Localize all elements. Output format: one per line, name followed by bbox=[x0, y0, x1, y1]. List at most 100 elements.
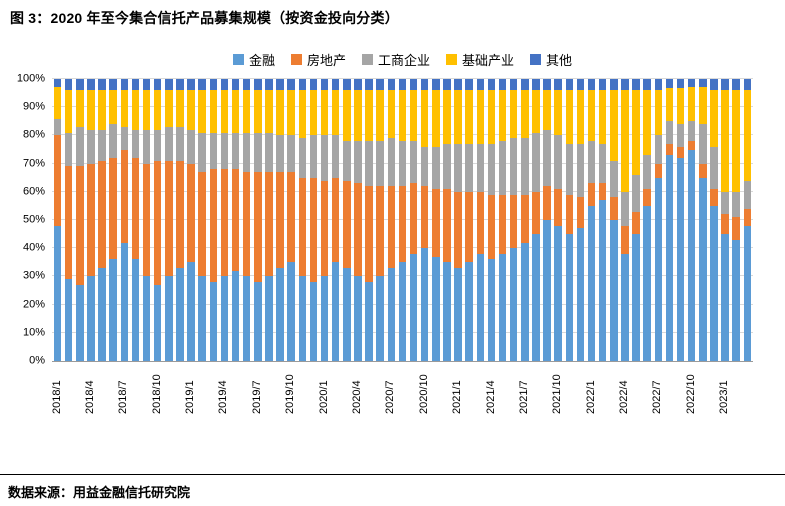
bar-segment bbox=[231, 169, 240, 271]
bar-segment bbox=[699, 87, 707, 125]
bar-slot bbox=[364, 79, 375, 361]
bar-segment bbox=[587, 141, 596, 184]
bar-segment bbox=[265, 132, 273, 173]
bar-segment bbox=[487, 259, 496, 361]
bar-segment bbox=[476, 79, 485, 91]
bar bbox=[398, 79, 407, 361]
bar-segment bbox=[343, 90, 351, 142]
bar-segment bbox=[265, 172, 273, 277]
bar-slot bbox=[341, 79, 352, 361]
bar-segment bbox=[710, 146, 718, 189]
bar-segment bbox=[409, 183, 418, 254]
bar-segment bbox=[165, 90, 173, 127]
bar-segment bbox=[87, 79, 95, 91]
bar-slot bbox=[330, 79, 341, 361]
bar-segment bbox=[621, 191, 629, 226]
bar-segment bbox=[287, 262, 295, 361]
y-tick-label: 30% bbox=[22, 269, 45, 282]
bar-segment bbox=[576, 90, 585, 144]
y-tick-label: 70% bbox=[22, 157, 45, 170]
bar bbox=[521, 79, 529, 361]
bar-segment bbox=[298, 90, 307, 139]
bar-segment bbox=[587, 79, 596, 91]
bar bbox=[509, 79, 518, 361]
bar-segment bbox=[64, 90, 73, 133]
bar-segment bbox=[521, 242, 529, 361]
y-tick-label: 80% bbox=[22, 128, 45, 141]
bar-segment bbox=[654, 135, 663, 164]
bar-segment bbox=[554, 79, 562, 91]
bar-segment bbox=[465, 90, 473, 144]
bar-segment bbox=[354, 79, 362, 91]
legend-item: 房地产 bbox=[290, 50, 346, 69]
bar-segment bbox=[699, 124, 707, 164]
bar-segment bbox=[387, 186, 396, 268]
figure-title: 图 3：2020 年至今集合信托产品募集规模（按资金投向分类） bbox=[10, 10, 399, 26]
bars-container bbox=[52, 79, 753, 361]
bar-segment bbox=[598, 79, 607, 91]
bar-segment bbox=[643, 205, 651, 361]
legend-item: 工商企业 bbox=[361, 50, 430, 69]
bar bbox=[498, 79, 507, 361]
bar-segment bbox=[354, 183, 362, 277]
bar-segment bbox=[665, 87, 674, 122]
bar-segment bbox=[343, 267, 351, 361]
bar-segment bbox=[576, 228, 585, 361]
bar-segment bbox=[521, 138, 529, 195]
bar-segment bbox=[220, 276, 229, 361]
bar-slot bbox=[186, 79, 197, 361]
x-tick-label: 2019/10 bbox=[284, 374, 297, 414]
bar bbox=[554, 79, 562, 361]
bar-segment bbox=[354, 141, 362, 184]
bar-segment bbox=[87, 90, 95, 130]
bar-segment bbox=[53, 135, 62, 226]
legend-item: 其他 bbox=[530, 50, 572, 69]
legend-label: 其他 bbox=[546, 53, 573, 68]
bar-segment bbox=[654, 177, 663, 361]
bar-segment bbox=[76, 90, 84, 127]
bar bbox=[309, 79, 318, 361]
bar-slot bbox=[74, 79, 85, 361]
bar-segment bbox=[732, 90, 740, 192]
bar-segment bbox=[309, 177, 318, 283]
bar-slot bbox=[519, 79, 530, 361]
bar-segment bbox=[176, 160, 184, 268]
bar-segment bbox=[298, 79, 307, 91]
bar-slot bbox=[174, 79, 185, 361]
bar-segment bbox=[476, 143, 485, 192]
y-tick-label: 40% bbox=[22, 241, 45, 254]
bar-segment bbox=[532, 90, 540, 133]
bar-segment bbox=[487, 194, 496, 260]
y-tick-label: 20% bbox=[22, 298, 45, 311]
bar-segment bbox=[87, 129, 95, 164]
bar-segment bbox=[743, 208, 752, 226]
bar-slot bbox=[241, 79, 252, 361]
bar-segment bbox=[165, 160, 173, 277]
bar-slot bbox=[163, 79, 174, 361]
bar bbox=[153, 79, 162, 361]
bar-segment bbox=[142, 276, 151, 361]
bar-segment bbox=[443, 189, 451, 263]
bar-segment bbox=[142, 79, 151, 91]
bar bbox=[632, 79, 640, 361]
bar-segment bbox=[565, 90, 574, 144]
bar-slot bbox=[397, 79, 408, 361]
bar-segment bbox=[654, 90, 663, 136]
bar-segment bbox=[487, 143, 496, 195]
bar-segment bbox=[98, 90, 106, 130]
bar-slot bbox=[720, 79, 731, 361]
bar-segment bbox=[676, 87, 685, 125]
bar-segment bbox=[131, 79, 140, 91]
bar-segment bbox=[354, 276, 362, 361]
bar-segment bbox=[265, 276, 273, 361]
bar-segment bbox=[209, 79, 218, 91]
bar-slot bbox=[108, 79, 119, 361]
bar-segment bbox=[287, 135, 295, 173]
bar-slot bbox=[230, 79, 241, 361]
bar-segment bbox=[131, 90, 140, 130]
bar-slot bbox=[141, 79, 152, 361]
bar-segment bbox=[409, 90, 418, 142]
bar bbox=[87, 79, 95, 361]
bar-segment bbox=[532, 234, 540, 361]
